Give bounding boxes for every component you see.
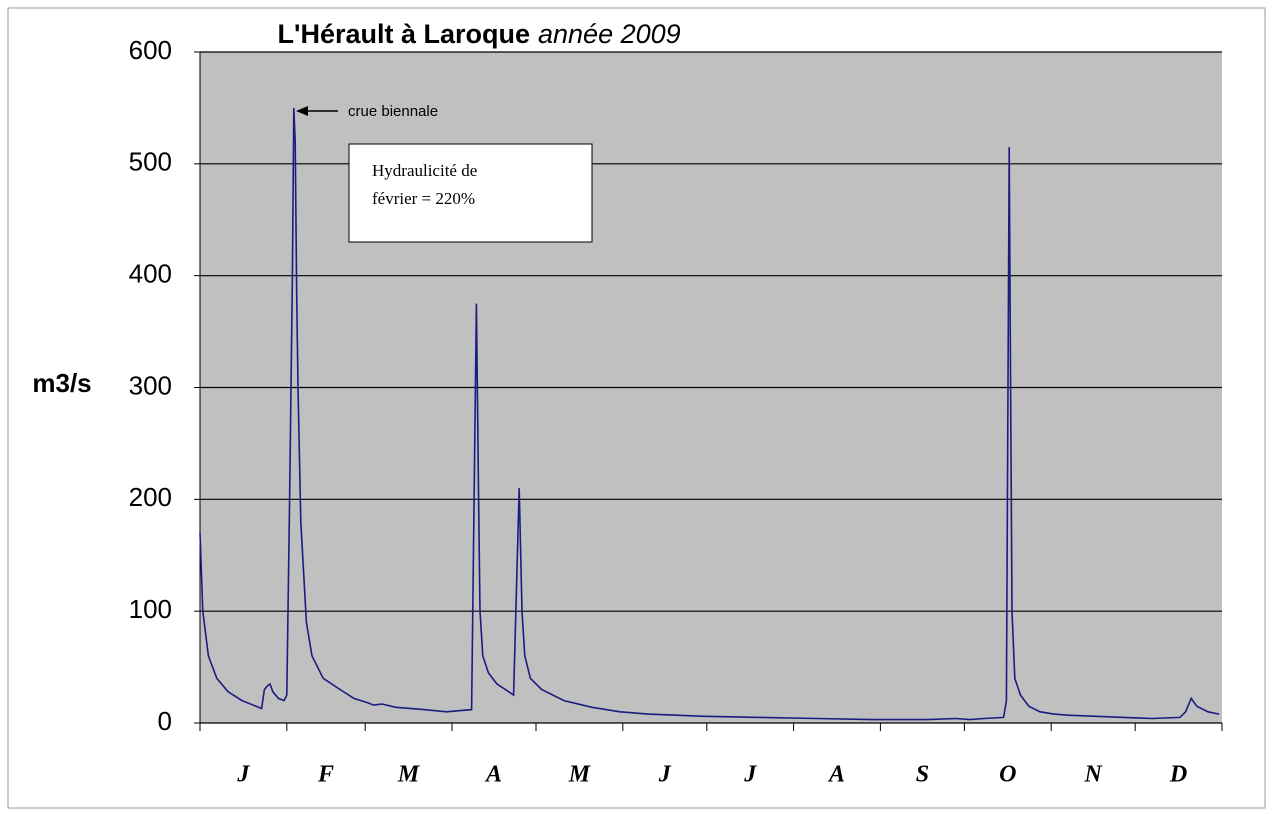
x-tick-label: S [916,762,929,788]
y-tick-label: 200 [129,482,172,512]
y-tick-label: 400 [129,259,172,289]
note-line: Hydraulicité de [372,161,477,180]
x-tick-label: N [1084,762,1104,788]
x-tick-label: D [1169,762,1187,788]
y-tick-label: 500 [129,147,172,177]
chart-title: L'Hérault à Laroque [278,19,530,49]
chart-title-italic: année 2009 [538,19,681,49]
annotation: crue biennale [348,103,438,120]
arrow-head [296,106,308,116]
x-tick-label: F [317,762,334,788]
y-tick-label: 300 [129,370,172,400]
x-tick-label: J [743,762,757,788]
note-line: février = 220% [372,189,475,208]
y-tick-label: 0 [158,706,172,736]
x-tick-label: M [568,762,592,788]
y-axis-label: m3/s [32,368,91,398]
x-tick-label: A [827,762,845,788]
x-tick-label: M [397,762,421,788]
x-tick-label: J [658,762,672,788]
x-tick-label: O [999,762,1016,788]
x-tick-label: J [236,762,250,788]
discharge-line [199,107,1220,721]
note-box [348,143,593,243]
y-tick-label: 100 [129,594,172,624]
y-tick-label: 600 [129,35,172,65]
x-tick-label: A [484,762,502,788]
